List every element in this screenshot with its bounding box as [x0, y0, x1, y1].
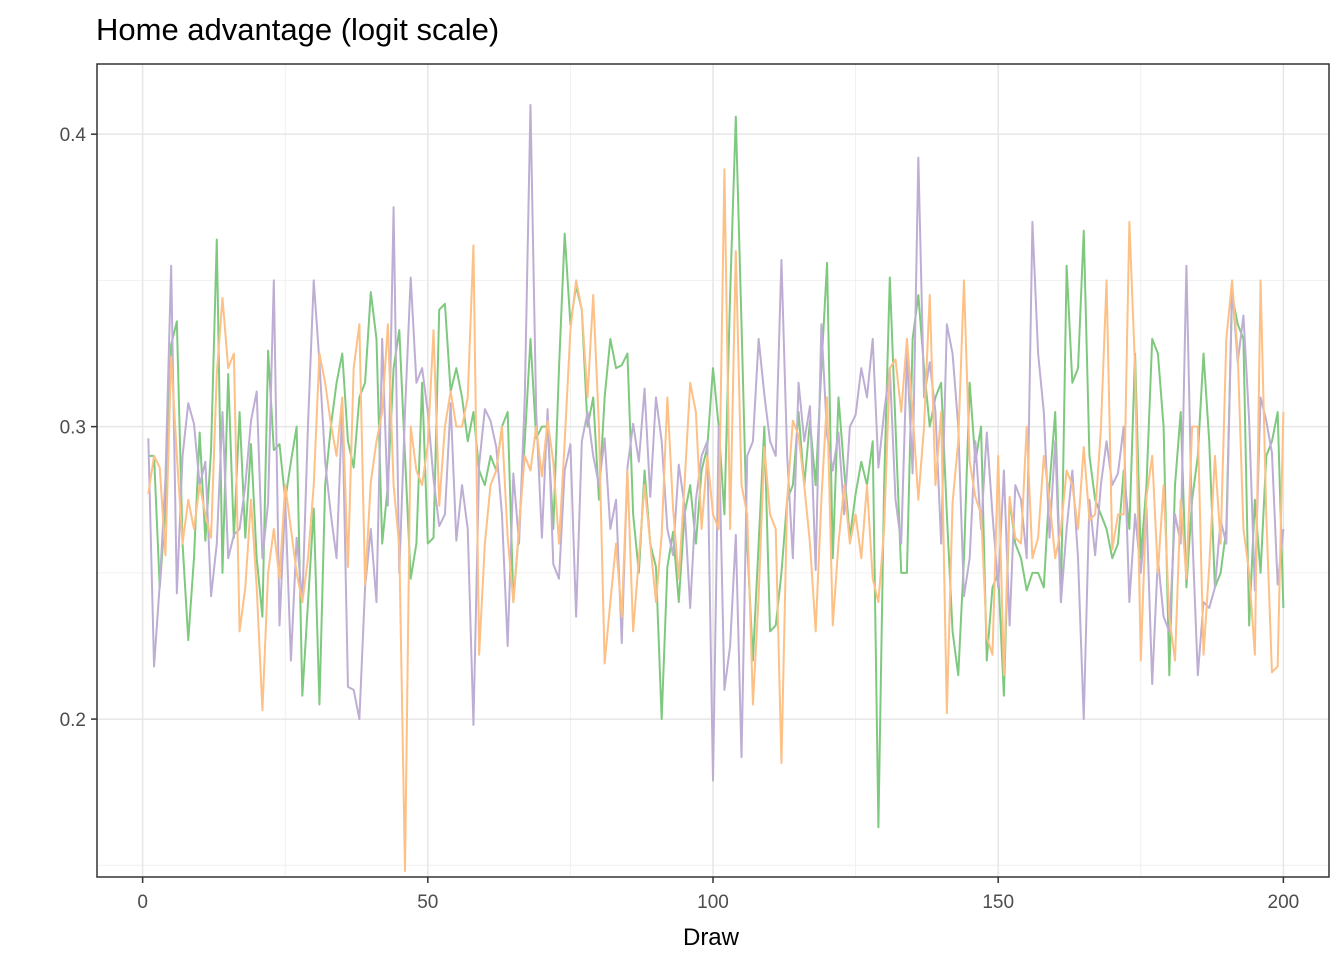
y-tick-label: 0.3 — [60, 418, 86, 439]
series-layer — [147, 103, 1285, 873]
y-tick-label: 0.4 — [60, 125, 87, 146]
x-tick-label: 100 — [697, 892, 729, 913]
series-line-3 — [147, 168, 1285, 873]
x-axis-title: Draw — [683, 924, 740, 951]
x-tick-label: 150 — [982, 892, 1014, 913]
series-line-1 — [148, 115, 1285, 829]
x-tick-label: 50 — [417, 892, 438, 913]
x-tick-label: 200 — [1268, 892, 1300, 913]
x-tick-label: 0 — [137, 892, 148, 913]
chart-title: Home advantage (logit scale) — [96, 12, 500, 47]
series-line-2 — [147, 103, 1285, 782]
y-tick-label: 0.2 — [60, 710, 86, 731]
axis-layer: 0 50 100 150 200 0.2 0.3 0.4 — [60, 125, 1300, 913]
